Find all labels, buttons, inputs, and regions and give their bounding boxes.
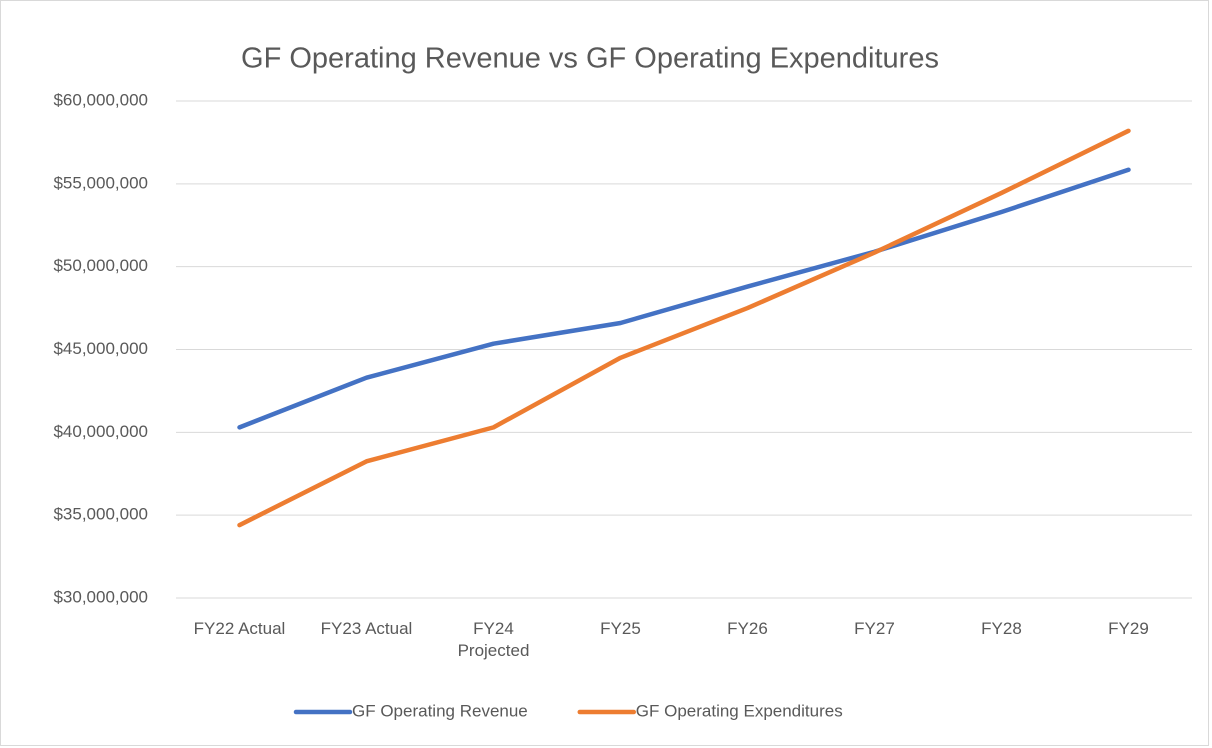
legend-label: GF Operating Expenditures	[636, 701, 843, 720]
x-tick-label: FY26	[727, 619, 768, 638]
x-tick-label: FY29	[1108, 619, 1149, 638]
x-tick-label: FY24 Projected	[457, 619, 530, 660]
chart-title: GF Operating Revenue vs GF Operating Exp…	[241, 43, 939, 75]
legend-label: GF Operating Revenue	[352, 701, 528, 720]
x-tick-label: FY25	[600, 619, 641, 638]
x-tick-label: FY23 Actual	[320, 619, 413, 638]
y-tick-label: $30,000,000	[53, 587, 148, 606]
x-tick-label: FY27	[854, 619, 895, 638]
y-tick-label: $55,000,000	[53, 173, 148, 192]
x-tick-label: FY28	[981, 619, 1022, 638]
y-tick-label: $45,000,000	[53, 339, 148, 358]
y-tick-label: $50,000,000	[53, 256, 148, 275]
x-tick-label: FY22 Actual	[193, 619, 286, 638]
line-series	[237, 167, 1131, 430]
line-series	[237, 128, 1131, 528]
y-tick-label: $60,000,000	[53, 90, 148, 109]
y-tick-label: $35,000,000	[53, 505, 148, 524]
y-tick-label: $40,000,000	[53, 422, 148, 441]
